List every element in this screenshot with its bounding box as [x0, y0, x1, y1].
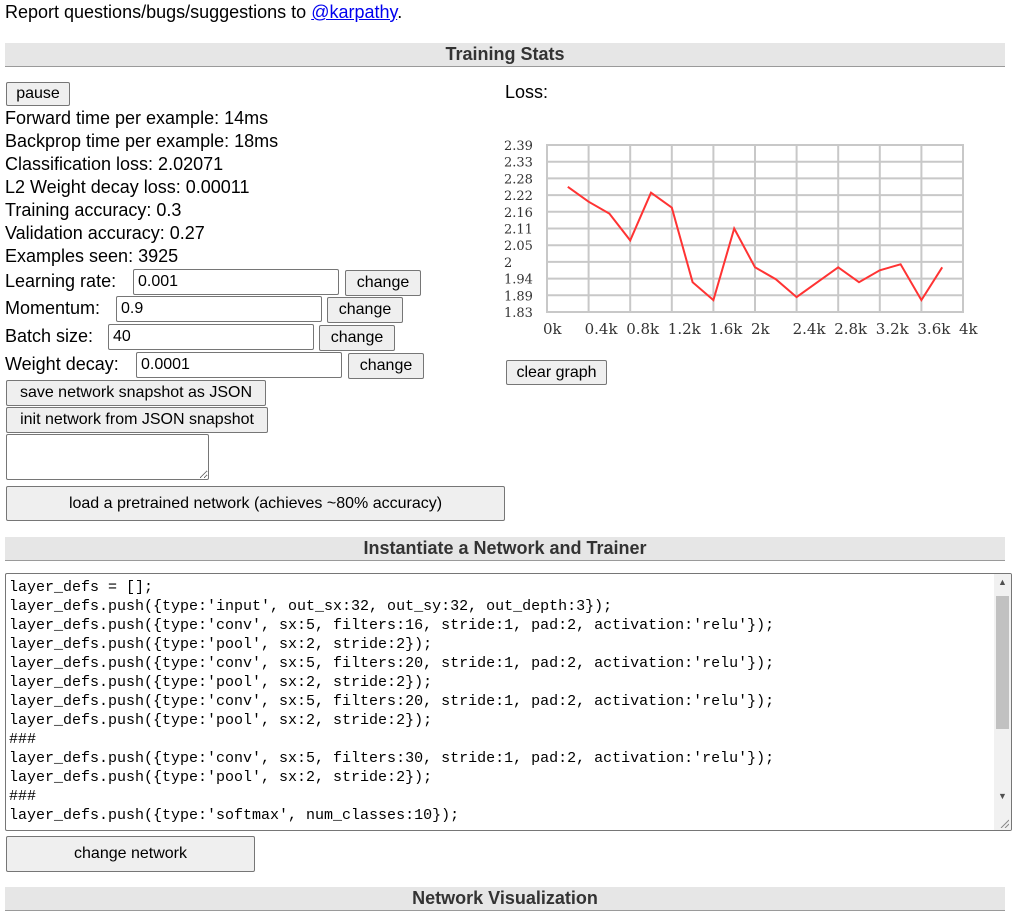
scroll-up-arrow-icon[interactable]: ▲	[998, 577, 1007, 587]
save-snapshot-button[interactable]: save network snapshot as JSON	[6, 380, 266, 406]
momentum-input[interactable]	[116, 296, 322, 322]
init-snapshot-button[interactable]: init network from JSON snapshot	[6, 407, 268, 433]
code-line: ###	[9, 731, 37, 748]
code-line: layer_defs.push({type:'conv', sx:5, filt…	[9, 693, 775, 710]
report-note-text: Report questions/bugs/suggestions to	[5, 2, 312, 22]
clear-graph-button[interactable]: clear graph	[506, 360, 607, 385]
code-line: ###	[9, 788, 37, 805]
x-tick-label: 3.6k	[917, 320, 951, 338]
learning-rate-input[interactable]	[133, 269, 339, 295]
scroll-down-arrow-icon[interactable]: ▼	[998, 791, 1007, 801]
l2-weight-decay-loss: L2 Weight decay loss: 0.00011	[5, 177, 250, 197]
code-line: layer_defs.push({type:'pool', sx:2, stri…	[9, 636, 433, 653]
y-tick-label: 2.22	[504, 189, 533, 204]
validation-accuracy: Validation accuracy: 0.27	[5, 223, 205, 243]
classification-loss: Classification loss: 2.02071	[5, 154, 224, 174]
training-accuracy: Training accuracy: 0.3	[5, 200, 182, 220]
y-tick-label: 1.83	[504, 306, 533, 321]
network-visualization-header: Network Visualization	[5, 887, 1005, 911]
loss-series-line	[567, 185, 944, 303]
resize-grip-icon[interactable]	[999, 818, 1009, 828]
y-tick-label: 2.11	[504, 223, 533, 238]
training-stats-header: Training Stats	[5, 43, 1005, 67]
code-line: layer_defs = [];	[9, 579, 154, 596]
batch-size-change-button[interactable]: change	[319, 325, 395, 351]
x-tick-label: 0k	[543, 320, 563, 338]
karpathy-link[interactable]: @karpathy	[311, 2, 398, 22]
examples-seen: Examples seen: 3925	[5, 246, 179, 266]
x-tick-label: 0.8k	[626, 320, 660, 338]
code-scrollbar[interactable]: ▲ ▼	[994, 574, 1011, 830]
code-line: layer_defs.push({type:'pool', sx:2, stri…	[9, 769, 433, 786]
change-network-button[interactable]: change network	[6, 836, 255, 872]
x-tick-label: 0.4k	[585, 320, 619, 338]
pause-button[interactable]: pause	[6, 82, 70, 106]
y-tick-label: 2.28	[504, 172, 533, 187]
batch-size-input[interactable]	[108, 324, 314, 350]
backprop-time: Backprop time per example: 18ms	[5, 131, 279, 151]
y-tick-label: 2.39	[504, 139, 533, 154]
report-note: Report questions/bugs/suggestions to @ka…	[5, 1, 402, 24]
y-tick-label: 2.33	[504, 156, 533, 171]
scrollbar-thumb[interactable]	[996, 596, 1009, 729]
x-tick-label: 3.2k	[876, 320, 910, 338]
x-tick-label: 2.4k	[793, 320, 827, 338]
x-tick-label: 2k	[751, 320, 771, 338]
code-line: layer_defs.push({type:'conv', sx:5, filt…	[9, 617, 775, 634]
load-pretrained-button[interactable]: load a pretrained network (achieves ~80%…	[6, 486, 505, 521]
x-tick-label: 2.8k	[834, 320, 868, 338]
network-code-editor[interactable]: layer_defs = []; layer_defs.push({type:'i…	[5, 573, 1012, 831]
report-note-suffix: .	[397, 2, 403, 22]
network-code-text: layer_defs = []; layer_defs.push({type:'i…	[9, 578, 774, 825]
y-tick-label: 2.16	[504, 206, 533, 221]
instantiate-header: Instantiate a Network and Trainer	[5, 537, 1005, 561]
x-tick-label: 1.2k	[668, 320, 702, 338]
code-line: layer_defs.push({type:'softmax', num_cla…	[9, 807, 460, 824]
loss-chart: 0k 0.4k 0.8k 1.2k 1.6k 2k 2.4k 2.8k 3.2k 3.6k 4k 2.…	[504, 139, 979, 338]
x-tick-label: 1.6k	[709, 320, 743, 338]
learning-rate-label: Learning rate:	[5, 271, 117, 291]
momentum-change-button[interactable]: change	[327, 297, 403, 323]
y-tick-label: 1.94	[504, 273, 533, 288]
code-line: layer_defs.push({type:'conv', sx:5, filt…	[9, 655, 775, 672]
learning-rate-change-button[interactable]: change	[345, 270, 421, 296]
weight-decay-label: Weight decay:	[5, 354, 119, 374]
batch-size-label: Batch size:	[5, 326, 94, 346]
y-tick-label: 2	[504, 256, 512, 271]
forward-time: Forward time per example: 14ms	[5, 108, 269, 128]
weight-decay-change-button[interactable]: change	[348, 353, 424, 379]
snapshot-json-textarea[interactable]	[6, 434, 209, 480]
y-tick-label: 1.89	[504, 289, 533, 304]
x-tick-label: 4k	[959, 320, 979, 338]
y-tick-label: 2.05	[504, 239, 533, 254]
loss-title: Loss:	[505, 82, 549, 102]
code-line: layer_defs.push({type:'pool', sx:2, stri…	[9, 712, 433, 729]
code-line: layer_defs.push({type:'input', out_sx:32…	[9, 598, 613, 615]
momentum-label: Momentum:	[5, 298, 101, 318]
code-line: layer_defs.push({type:'pool', sx:2, stri…	[9, 674, 433, 691]
weight-decay-input[interactable]	[136, 352, 342, 378]
code-line: layer_defs.push({type:'conv', sx:5, filt…	[9, 750, 775, 767]
